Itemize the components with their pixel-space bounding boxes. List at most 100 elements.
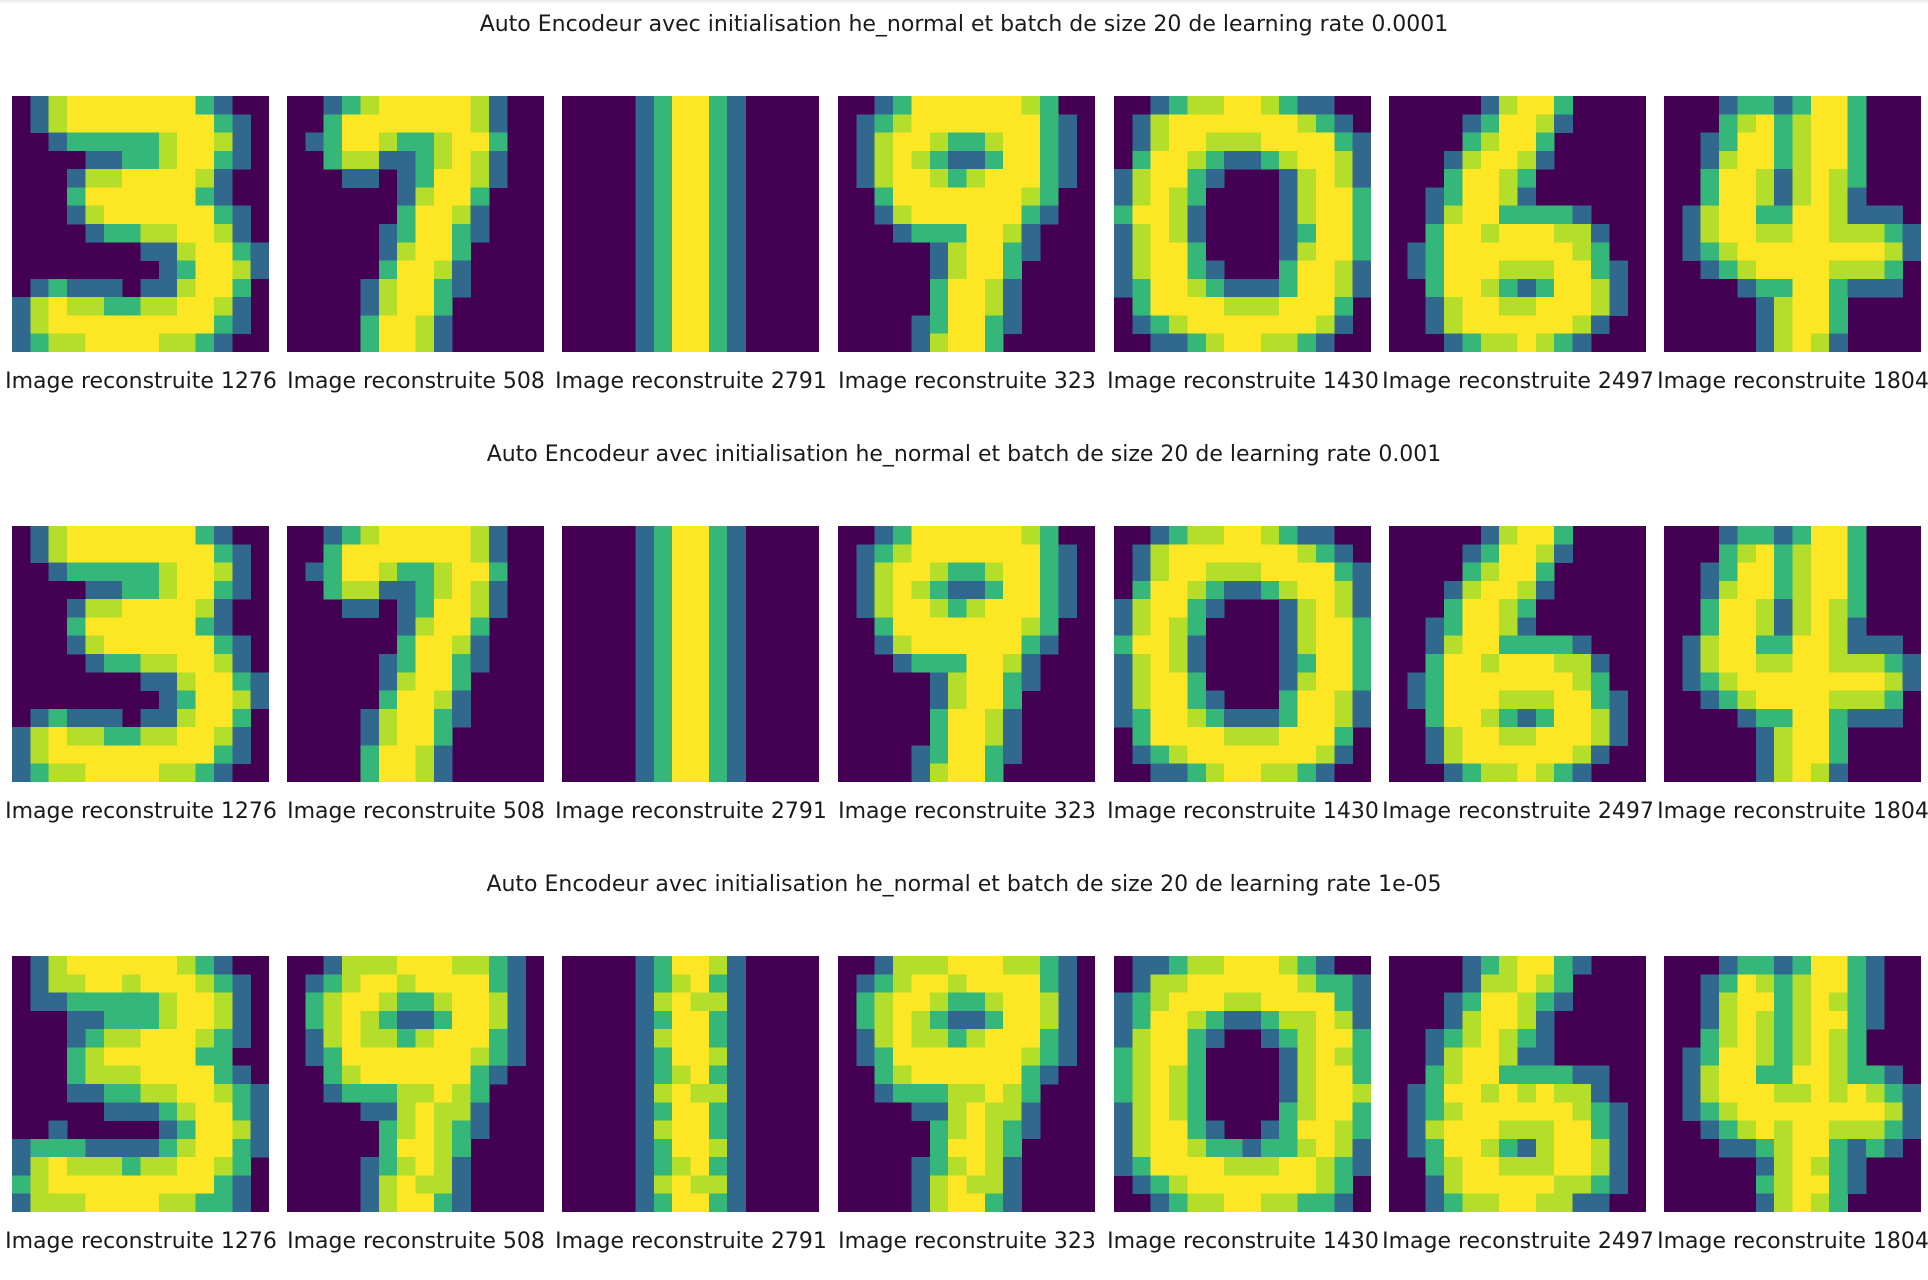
- pixel-cell: [489, 1011, 508, 1030]
- pixel-cell: [1279, 563, 1298, 582]
- pixel-cell: [1151, 1121, 1170, 1140]
- pixel-cell: [1848, 544, 1867, 563]
- pixel-cell: [104, 1102, 123, 1121]
- pixel-cell: [1591, 1121, 1610, 1140]
- pixel-cell: [1536, 636, 1555, 655]
- pixel-cell: [159, 1102, 178, 1121]
- pixel-cell: [1114, 709, 1133, 728]
- pixel-cell: [196, 956, 215, 975]
- pixel-cell: [196, 581, 215, 600]
- pixel-cell: [360, 279, 379, 298]
- pixel-cell: [1132, 1121, 1151, 1140]
- pixel-cell: [1462, 563, 1481, 582]
- pixel-cell: [1536, 151, 1555, 170]
- pixel-cell: [1793, 1029, 1812, 1048]
- pixel-cell: [1682, 1102, 1701, 1121]
- pixel-cell: [1848, 96, 1867, 115]
- pixel-cell: [85, 1066, 104, 1085]
- pixel-cell: [1701, 617, 1720, 636]
- pixel-cell: [1132, 563, 1151, 582]
- figure-row: Auto Encodeur avec initialisation he_nor…: [0, 860, 1928, 1280]
- pixel-cell: [1829, 1139, 1848, 1158]
- pixel-cell: [635, 764, 654, 782]
- pixel-cell: [177, 599, 196, 618]
- pixel-cell: [159, 1175, 178, 1194]
- pixel-cell: [1793, 563, 1812, 582]
- pixel-cell: [196, 297, 215, 316]
- pixel-cell: [727, 544, 746, 563]
- pixel-cell: [1719, 151, 1738, 170]
- pixel-cell: [691, 1047, 710, 1066]
- pixel-cell: [122, 745, 141, 764]
- pixel-cell: [214, 1047, 233, 1066]
- pixel-cell: [1151, 133, 1170, 152]
- pixel-cell: [635, 956, 654, 975]
- pixel-cell: [1040, 956, 1059, 975]
- pixel-cell: [985, 617, 1004, 636]
- pixel-cell: [654, 745, 673, 764]
- pixel-cell: [1169, 224, 1188, 243]
- pixel-cell: [177, 993, 196, 1012]
- pixel-cell: [342, 1011, 361, 1030]
- pixel-cell: [30, 764, 49, 782]
- pixel-cell: [177, 691, 196, 710]
- pixel-cell: [360, 764, 379, 782]
- pixel-cell: [1003, 974, 1022, 993]
- pixel-cell: [967, 1084, 986, 1103]
- pixel-cell: [67, 297, 86, 316]
- pixel-cell: [1151, 1029, 1170, 1048]
- pixel-cell: [379, 745, 398, 764]
- pixel-cell: [1316, 279, 1335, 298]
- pixel-cell: [1426, 261, 1445, 280]
- pixel-cell: [1793, 1066, 1812, 1085]
- pixel-cell: [416, 1102, 435, 1121]
- pixel-cell: [1848, 1175, 1867, 1194]
- pixel-cell: [1243, 526, 1262, 545]
- pixel-cell: [30, 709, 49, 728]
- pixel-cell: [1866, 206, 1885, 225]
- pixel-cell: [30, 334, 49, 352]
- pixel-cell: [1462, 297, 1481, 316]
- pixel-cell: [1003, 224, 1022, 243]
- pixel-cell: [85, 709, 104, 728]
- pixel-cell: [1719, 1011, 1738, 1030]
- pixel-cell: [342, 1047, 361, 1066]
- pixel-cell: [672, 993, 691, 1012]
- pixel-cell: [1298, 581, 1317, 600]
- pixel-cell: [104, 224, 123, 243]
- pixel-cell: [1499, 1011, 1518, 1030]
- pixel-cell: [1444, 1029, 1463, 1048]
- pixel-cell: [159, 654, 178, 673]
- pixel-cell: [1151, 334, 1170, 352]
- pixel-cell: [654, 764, 673, 782]
- pixel-cell: [1206, 599, 1225, 618]
- pixel-cell: [1040, 993, 1059, 1012]
- pixel-cell: [672, 114, 691, 133]
- pixel-cell: [1848, 617, 1867, 636]
- pixel-cell: [85, 1084, 104, 1103]
- pixel-cell: [1132, 224, 1151, 243]
- pixel-cell: [691, 709, 710, 728]
- pixel-cell: [1774, 1194, 1793, 1212]
- pixel-cell: [1003, 1139, 1022, 1158]
- pixel-cell: [1903, 1121, 1921, 1140]
- pixel-cell: [379, 114, 398, 133]
- pixel-cell: [177, 206, 196, 225]
- pixel-cell: [1518, 151, 1537, 170]
- pixel-cell: [1243, 1157, 1262, 1176]
- pixel-cell: [1003, 1157, 1022, 1176]
- pixel-cell: [489, 526, 508, 545]
- pixel-cell: [709, 279, 728, 298]
- pixel-cell: [1682, 1047, 1701, 1066]
- pixel-cell: [1829, 96, 1848, 115]
- pixel-cell: [196, 1047, 215, 1066]
- pixel-cell: [1536, 297, 1555, 316]
- pixel-cell: [1811, 242, 1830, 261]
- pixel-cell: [1261, 297, 1280, 316]
- pixel-cell: [122, 636, 141, 655]
- pixel-cell: [1316, 956, 1335, 975]
- pixel-cell: [159, 636, 178, 655]
- pixel-cell: [1426, 1066, 1445, 1085]
- pixel-cell: [1279, 974, 1298, 993]
- pixel-cell: [141, 1175, 160, 1194]
